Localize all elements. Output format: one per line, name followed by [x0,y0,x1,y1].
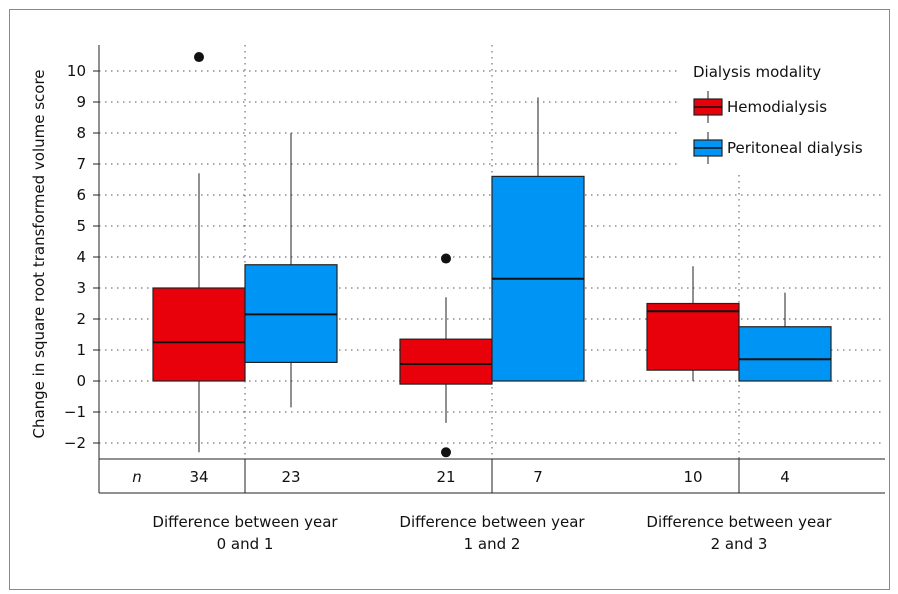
n-value: 34 [189,468,208,486]
y-tick-label: 10 [67,62,86,80]
outlier-point [194,52,204,63]
box-hemodialysis [152,287,246,382]
y-tick-label: 9 [76,93,86,111]
n-value: 10 [683,468,702,486]
plot-area [152,52,832,458]
outlier-point [441,253,451,264]
box-hemodialysis [646,302,740,371]
y-axis-label: Change in square root transformed volume… [30,69,48,438]
x-group-label: Difference between year [152,513,338,531]
y-tick-label: 0 [76,372,86,390]
y-tick-label: 1 [76,341,86,359]
y-tick-label: −1 [64,403,86,421]
x-group-label: Difference between year [646,513,832,531]
y-tick-label: 6 [76,186,86,204]
n-value: 7 [533,468,543,486]
n-row-label: n [132,468,142,486]
legend-entry-label: Peritoneal dialysis [727,139,863,157]
legend-entry-label: Hemodialysis [727,98,827,116]
n-value: 21 [436,468,455,486]
y-tick-label: 7 [76,155,86,173]
legend: Dialysis modality Hemodialysis Peritoneal … [680,56,885,172]
legend-title: Dialysis modality [693,63,821,81]
y-tick-label: 4 [76,248,86,266]
x-group-label: Difference between year [399,513,585,531]
box-peritoneal-dialysis [738,326,832,382]
x-group-label: 2 and 3 [711,535,768,553]
x-group-label: 0 and 1 [217,535,274,553]
y-tick-label: 3 [76,279,86,297]
y-tick-label: 5 [76,217,86,235]
x-group-label: 1 and 2 [464,535,521,553]
y-tick-label: 8 [76,124,86,142]
outlier-point [441,447,451,458]
box-hemodialysis [399,338,493,385]
n-value: 4 [780,468,790,486]
y-tick-label: 2 [76,310,86,328]
y-tick-label: −2 [64,434,86,452]
n-value: 23 [281,468,300,486]
